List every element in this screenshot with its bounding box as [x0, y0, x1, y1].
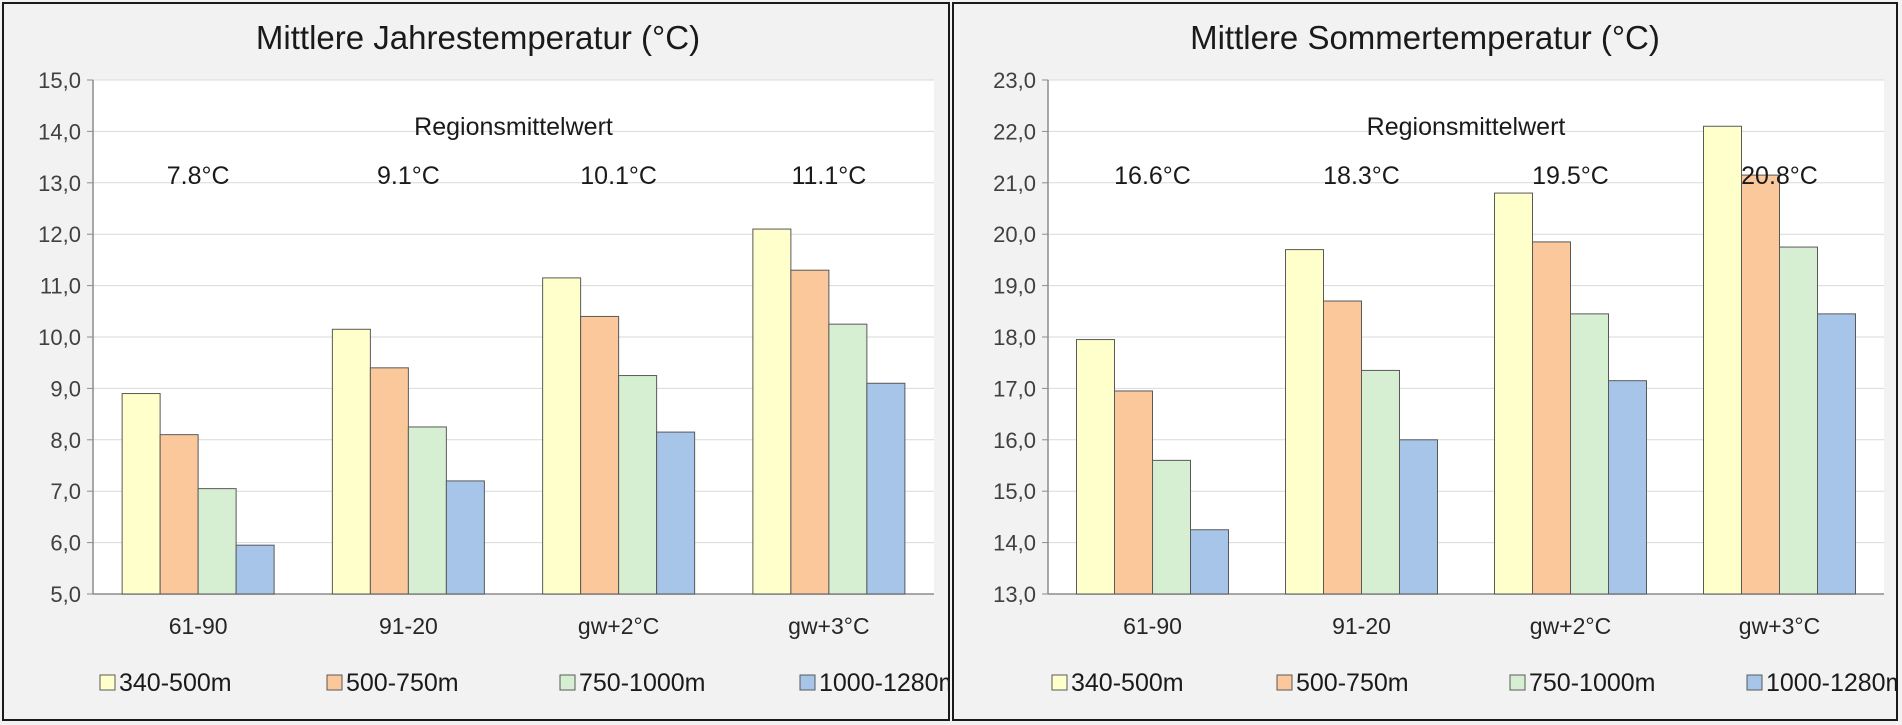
- regional-mean-label: 11.1°C: [791, 162, 866, 190]
- bar-340-500m-91-20: [331, 328, 371, 595]
- y-tick-label: 14,0: [993, 531, 1036, 556]
- bar-750-1000m-gw+2°C: [618, 375, 658, 595]
- legend-swatch: [1276, 674, 1293, 691]
- y-tick-label: 20,0: [993, 222, 1036, 247]
- bar-1000-1280m-gw+3°C: [1817, 313, 1856, 595]
- legend-label: 1000-1280m: [1766, 669, 1896, 697]
- legend-swatch: [1746, 674, 1763, 691]
- bar-750-1000m-91-20: [1361, 369, 1400, 595]
- x-tick-label: 91-20: [1332, 613, 1391, 639]
- legend-swatch: [799, 674, 816, 691]
- y-tick-label: 18,0: [993, 325, 1036, 350]
- y-tick-label: 19,0: [993, 274, 1036, 299]
- summer-temperature-chart: Mittlere Sommertemperatur (°C) 13,0 14,0 15…: [993, 19, 1896, 697]
- bar-340-500m-gw+3°C: [1703, 125, 1742, 595]
- chart-panel-summer: Mittlere Sommertemperatur (°C) 13,0 14,0 15…: [952, 2, 1898, 721]
- y-tick-label: 22,0: [993, 119, 1036, 144]
- y-tick-label: 6,0: [50, 531, 81, 556]
- bar-750-1000m-61-90: [1152, 459, 1191, 595]
- y-tick-label: 17,0: [993, 376, 1036, 401]
- legend-label: 1000-1280m: [819, 669, 948, 697]
- bar-500-750m-gw+2°C: [1532, 241, 1571, 595]
- bar-1000-1280m-gw+3°C: [866, 382, 906, 595]
- y-tick-label: 16,0: [993, 428, 1036, 453]
- regional-mean-label: 20.8°C: [1741, 162, 1818, 190]
- chart-title: Mittlere Sommertemperatur (°C): [1190, 19, 1660, 56]
- y-tick-label: 11,0: [40, 274, 81, 299]
- legend-label: 750-1000m: [579, 669, 705, 697]
- bar-1000-1280m-gw+2°C: [656, 431, 696, 595]
- regional-mean-label: 9.1°C: [377, 162, 440, 190]
- y-tick-label: 14,0: [38, 119, 81, 144]
- x-tick-label: 91-20: [379, 613, 438, 639]
- chart-panel-annual: Mittlere Jahrestemperatur (°C) 5,0 6,0 7,0 8…: [2, 2, 950, 721]
- legend-label: 500-750m: [1296, 669, 1409, 697]
- y-tick-label: 21,0: [993, 171, 1036, 196]
- bar-340-500m-gw+2°C: [542, 277, 582, 595]
- x-tick-label: 61-90: [169, 613, 228, 639]
- y-tick-label: 8,0: [50, 428, 81, 453]
- bar-340-500m-gw+2°C: [1494, 192, 1533, 595]
- legend-swatch: [1051, 674, 1068, 691]
- legend-swatch: [326, 674, 343, 691]
- y-tick-label: 23,0: [993, 68, 1036, 93]
- regional-mean-label: 19.5°C: [1532, 162, 1609, 190]
- y-tick-label: 9,0: [50, 376, 81, 401]
- chart-title: Mittlere Jahrestemperatur (°C): [256, 19, 700, 56]
- bar-500-750m-91-20: [369, 367, 409, 595]
- y-tick-label: 10,0: [38, 325, 81, 350]
- bar-750-1000m-gw+3°C: [828, 323, 868, 595]
- bar-500-750m-91-20: [1323, 300, 1362, 595]
- bar-500-750m-gw+2°C: [580, 315, 620, 595]
- regional-mean-header: Regionsmittelwert: [1367, 113, 1566, 141]
- bar-500-750m-61-90: [159, 434, 199, 595]
- y-tick-label: 5,0: [50, 582, 81, 607]
- bar-750-1000m-gw+2°C: [1570, 313, 1609, 595]
- annual-temperature-chart: Mittlere Jahrestemperatur (°C) 5,0 6,0 7,0 8…: [38, 19, 948, 697]
- bar-340-500m-gw+3°C: [752, 228, 792, 595]
- regional-mean-label: 16.6°C: [1114, 162, 1191, 190]
- bar-1000-1280m-61-90: [1190, 529, 1229, 595]
- bar-500-750m-gw+3°C: [790, 269, 830, 595]
- bar-1000-1280m-gw+2°C: [1608, 380, 1647, 595]
- bar-750-1000m-91-20: [407, 426, 447, 595]
- regional-mean-header: Regionsmittelwert: [414, 113, 613, 141]
- y-tick-label: 15,0: [993, 479, 1036, 504]
- bar-1000-1280m-91-20: [1399, 439, 1438, 595]
- y-tick-label: 7,0: [50, 479, 81, 504]
- bar-340-500m-61-90: [121, 393, 161, 595]
- bar-1000-1280m-91-20: [445, 480, 485, 595]
- x-tick-label: gw+2°C: [578, 613, 659, 639]
- bar-750-1000m-gw+3°C: [1779, 246, 1818, 595]
- legend-label: 340-500m: [119, 669, 232, 697]
- y-tick-label: 12,0: [38, 222, 81, 247]
- legend-label: 340-500m: [1071, 669, 1184, 697]
- bar-340-500m-91-20: [1285, 249, 1324, 595]
- legend-swatch: [1509, 674, 1526, 691]
- x-tick-label: gw+3°C: [1739, 613, 1820, 639]
- bar-500-750m-gw+3°C: [1741, 174, 1780, 595]
- legend-swatch: [99, 674, 116, 691]
- x-tick-label: gw+3°C: [788, 613, 869, 639]
- bar-750-1000m-61-90: [197, 488, 237, 595]
- legend-swatch: [559, 674, 576, 691]
- x-tick-label: 61-90: [1123, 613, 1182, 639]
- bar-1000-1280m-61-90: [235, 544, 275, 595]
- legend-label: 500-750m: [346, 669, 459, 697]
- regional-mean-label: 18.3°C: [1323, 162, 1400, 190]
- regional-mean-label: 10.1°C: [580, 162, 657, 190]
- y-tick-label: 13,0: [38, 171, 81, 196]
- legend-label: 750-1000m: [1529, 669, 1655, 697]
- bar-340-500m-61-90: [1076, 339, 1115, 595]
- y-tick-label: 13,0: [993, 582, 1036, 607]
- bar-500-750m-61-90: [1114, 390, 1153, 595]
- x-tick-label: gw+2°C: [1530, 613, 1611, 639]
- regional-mean-label: 7.8°C: [167, 162, 230, 190]
- y-tick-label: 15,0: [38, 68, 81, 93]
